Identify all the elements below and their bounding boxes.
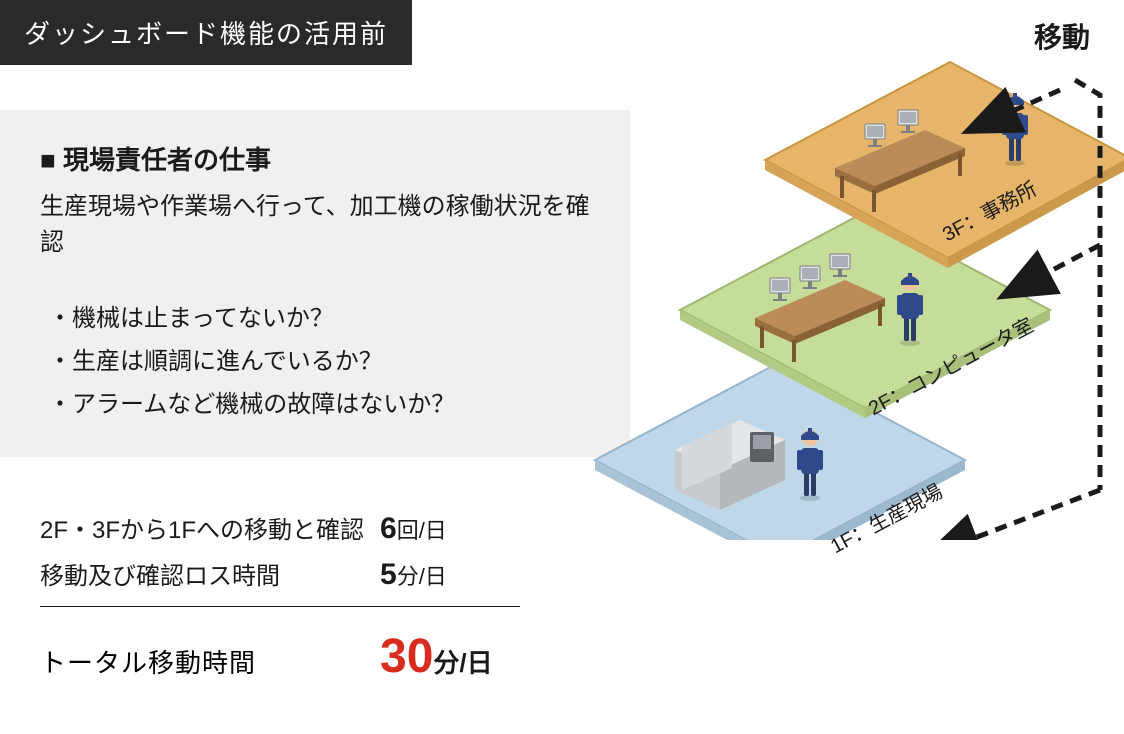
stats-divider (40, 606, 520, 607)
stat-unit: 分/日 (397, 559, 447, 591)
bullet-list: 機械は止まってないか？ 生産は順調に進んでいるか？ アラームなど機械の故障はない… (40, 297, 600, 427)
total-label: トータル移動時間 (40, 643, 380, 680)
content-panel: 現場責任者の仕事 生産現場や作業場へ行って、加工機の稼働状況を確認 機械は止まっ… (0, 110, 630, 457)
stat-value: 6 (380, 512, 397, 546)
stat-label: 移動及び確認ロス時間 (40, 556, 380, 591)
stat-row-total: トータル移動時間 30 分/日 (40, 629, 600, 684)
stat-unit: 回/日 (397, 513, 447, 545)
bullet-item: 生産は順調に進んでいるか？ (48, 340, 600, 383)
stat-value: 5 (380, 558, 397, 592)
total-unit: 分/日 (433, 643, 492, 680)
stats-block: 2F・3Fから1Fへの移動と確認 6 回/日 移動及び確認ロス時間 5 分/日 … (40, 510, 600, 684)
bullet-item: アラームなど機械の故障はないか？ (48, 383, 600, 426)
stat-label: 2F・3Fから1Fへの移動と確認 (40, 510, 380, 545)
section-desc: 生産現場や作業場へ行って、加工機の稼働状況を確認 (40, 189, 600, 261)
total-value: 30 (380, 629, 433, 684)
header-title: ダッシュボード機能の活用前 (0, 0, 412, 65)
floors-svg (570, 20, 1124, 540)
stat-row-loss: 移動及び確認ロス時間 5 分/日 (40, 556, 600, 592)
floors-diagram: 3F：事務所 2F：コンピュータ室 1F：生産現場 (570, 20, 1124, 540)
bullet-item: 機械は止まってないか？ (48, 297, 600, 340)
section-title: 現場責任者の仕事 (40, 140, 600, 177)
stat-row-trips: 2F・3Fから1Fへの移動と確認 6 回/日 (40, 510, 600, 546)
